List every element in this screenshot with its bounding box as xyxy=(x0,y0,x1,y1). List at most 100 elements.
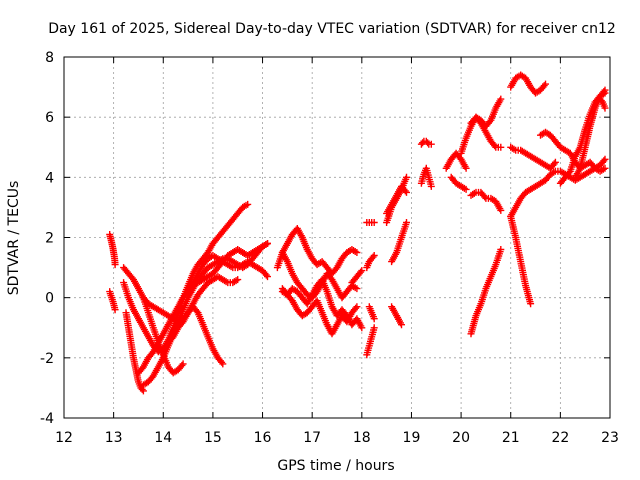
x-tick-labels: 12 13 14 15 16 17 18 19 20 21 22 23 xyxy=(55,430,619,446)
data-point xyxy=(403,219,410,226)
data-series xyxy=(467,95,505,130)
y-tick-label: -4 xyxy=(40,411,54,427)
data-series xyxy=(447,173,470,193)
data-point xyxy=(369,253,377,261)
data-point xyxy=(497,95,505,103)
data-point xyxy=(353,249,361,256)
data-point xyxy=(542,80,549,88)
data-series xyxy=(507,143,559,172)
data-series xyxy=(417,164,435,190)
data-series xyxy=(363,324,378,359)
data-point xyxy=(352,304,360,312)
data-series xyxy=(278,285,361,338)
data-point xyxy=(244,200,252,208)
x-tick-label: 23 xyxy=(601,430,619,446)
data-series xyxy=(363,252,378,272)
data-point xyxy=(491,142,499,150)
data-point xyxy=(565,169,573,177)
data-points xyxy=(106,71,609,395)
data-point xyxy=(427,140,435,148)
x-tick-label: 22 xyxy=(551,430,569,446)
data-series xyxy=(507,155,609,220)
data-series xyxy=(184,252,271,296)
axis-ticks xyxy=(63,56,611,419)
data-point xyxy=(370,252,378,259)
data-series xyxy=(467,188,505,214)
data-point xyxy=(403,173,410,181)
data-series xyxy=(106,231,119,269)
x-tick-label: 20 xyxy=(452,430,470,446)
data-point xyxy=(462,164,470,172)
data-point xyxy=(353,285,361,293)
data-point xyxy=(600,88,608,96)
data-point xyxy=(551,158,559,166)
data-series xyxy=(507,212,535,308)
x-tick-label: 15 xyxy=(204,430,222,446)
x-tick-label: 13 xyxy=(105,430,123,446)
data-point xyxy=(111,261,119,269)
y-tick-label: 2 xyxy=(45,231,54,247)
data-point xyxy=(370,315,378,323)
data-series xyxy=(388,219,410,266)
y-tick-label: -2 xyxy=(40,351,54,367)
data-series xyxy=(383,173,410,226)
data-series xyxy=(417,137,435,148)
data-point xyxy=(540,82,548,90)
data-point xyxy=(497,246,505,253)
data-point xyxy=(370,219,378,226)
data-point xyxy=(262,271,270,279)
data-point xyxy=(264,240,271,247)
data-series xyxy=(442,149,470,172)
x-tick-label: 21 xyxy=(502,430,520,446)
y-tick-labels: -4 -2 0 2 4 6 8 xyxy=(40,50,54,427)
data-point xyxy=(262,241,270,248)
data-point xyxy=(401,187,409,195)
data-series xyxy=(571,86,609,181)
data-point xyxy=(398,321,405,329)
data-point xyxy=(601,104,609,112)
data-series xyxy=(159,273,242,356)
data-point xyxy=(232,277,240,285)
data-point xyxy=(497,143,505,151)
data-point xyxy=(527,300,535,308)
x-tick-label: 12 xyxy=(55,430,73,446)
data-series xyxy=(467,246,505,338)
data-series xyxy=(596,95,609,112)
data-point xyxy=(481,193,489,201)
data-point xyxy=(601,155,609,163)
y-tick-label: 4 xyxy=(45,170,54,186)
data-series xyxy=(383,182,410,217)
data-point xyxy=(600,157,608,165)
data-series xyxy=(348,267,366,287)
data-point xyxy=(179,360,187,368)
x-tick-label: 14 xyxy=(154,430,172,446)
data-point xyxy=(370,324,378,332)
data-point xyxy=(139,387,147,395)
y-tick-label: 0 xyxy=(45,291,54,307)
data-point xyxy=(462,185,470,193)
data-point xyxy=(358,324,366,332)
data-series xyxy=(273,225,361,278)
x-tick-label: 19 xyxy=(403,430,421,446)
data-point xyxy=(264,273,271,281)
data-point xyxy=(601,86,609,94)
data-series xyxy=(388,303,405,329)
data-point xyxy=(111,306,119,314)
grid xyxy=(64,57,610,418)
data-point xyxy=(353,303,361,311)
data-series xyxy=(120,200,252,356)
data-point xyxy=(178,361,186,369)
data-series xyxy=(106,288,119,314)
data-point xyxy=(358,267,366,275)
data-point xyxy=(497,206,505,214)
y-axis-label: SDTVAR / TECUs xyxy=(6,181,22,296)
data-point xyxy=(218,358,226,366)
y-tick-label: 8 xyxy=(45,50,54,66)
x-tick-label: 18 xyxy=(353,430,371,446)
chart-title: Day 161 of 2025, Sidereal Day-to-day VTE… xyxy=(48,21,616,37)
data-point xyxy=(599,165,607,173)
data-point xyxy=(550,160,558,168)
data-point xyxy=(138,385,146,393)
data-point xyxy=(601,164,609,172)
